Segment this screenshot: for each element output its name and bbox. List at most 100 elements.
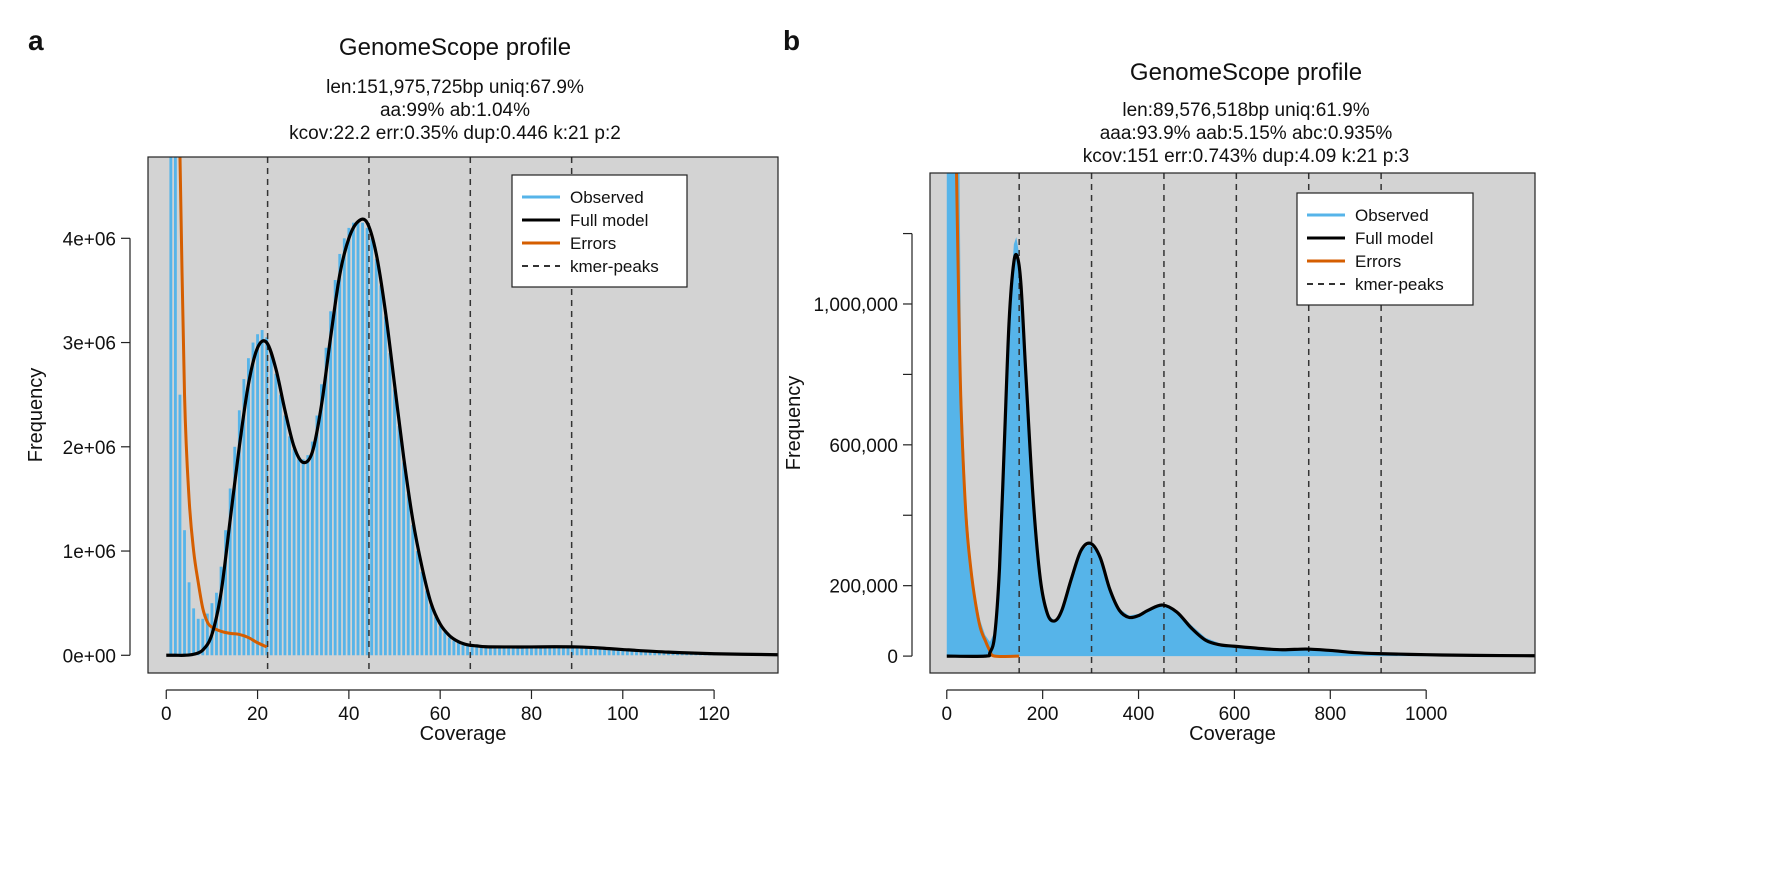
observed-bar: [493, 646, 497, 656]
y-tick-label: 3e+06: [63, 334, 116, 355]
observed-bar: [196, 618, 200, 656]
y-tick-label: 0e+00: [63, 646, 116, 667]
y-axis-label: Frequency: [25, 368, 47, 463]
observed-bar: [566, 646, 570, 656]
legend-entry: kmer-peaks: [570, 257, 659, 276]
observed-bar: [548, 646, 552, 656]
observed-bar: [306, 455, 310, 656]
observed-bar: [393, 389, 396, 656]
observed-bar: [621, 649, 625, 656]
x-tick-label: 0: [941, 704, 952, 725]
chart-panel-b: GenomeScope profile len:89,576,518bp uniq…: [783, 59, 1536, 745]
observed-bar: [320, 384, 323, 656]
plot-border: [147, 156, 779, 674]
x-tick-label: 100: [607, 704, 639, 725]
x-tick-label: 200: [1027, 704, 1059, 725]
legend-entry: Errors: [570, 234, 616, 253]
observed-bar: [301, 459, 305, 656]
observed-bar: [429, 605, 433, 656]
observed-bar: [315, 415, 319, 656]
observed-bar: [644, 651, 648, 656]
observed-bar: [470, 645, 474, 656]
observed-bar: [173, 157, 177, 656]
observed-bar: [452, 640, 456, 656]
observed-bar: [374, 259, 378, 656]
chart-subtitle-line: kcov:22.2 err:0.35% dup:0.446 k:21 p:2: [289, 123, 621, 144]
observed-area: [946, 173, 1535, 657]
observed-bar: [552, 646, 556, 656]
observed-bar: [365, 227, 369, 656]
observed-bar: [228, 488, 232, 656]
observed-bar: [420, 571, 424, 656]
observed-bar: [657, 651, 661, 656]
chart-subtitle-line: kcov:151 err:0.743% dup:4.09 k:21 p:3: [1083, 146, 1409, 167]
observed-bar: [589, 647, 593, 656]
observed-bar: [612, 649, 616, 656]
legend-entry: Errors: [1355, 252, 1401, 271]
observed-bar: [502, 646, 506, 656]
observed-bar: [183, 530, 186, 656]
observed-bar: [425, 590, 428, 656]
observed-bar: [434, 616, 438, 656]
full-model-line: [946, 252, 1535, 658]
x-axis-label: Coverage: [420, 723, 507, 745]
y-tick-label: 200,000: [829, 577, 898, 598]
observed-bar: [333, 280, 337, 656]
chart-subtitle-line: aaa:93.9% aab:5.15% abc:0.935%: [1100, 123, 1393, 144]
x-tick-label: 600: [1219, 704, 1251, 725]
x-tick-label: 800: [1314, 704, 1346, 725]
x-tick-label: 60: [430, 704, 451, 725]
plot-border: [929, 172, 1536, 674]
legend-box: [1296, 192, 1474, 306]
x-axis-label: Coverage: [1189, 723, 1276, 745]
observed-bar: [653, 651, 657, 656]
observed-bar: [543, 646, 547, 656]
observed-bar: [256, 334, 259, 656]
observed-bar: [575, 646, 579, 656]
chart-panel-a: GenomeScope profile len:151,975,725bp uni…: [25, 34, 779, 745]
observed-bar: [438, 626, 442, 656]
observed-bar: [625, 649, 629, 656]
y-tick-label: 600,000: [829, 436, 898, 457]
observed-bar: [498, 646, 501, 656]
chart-subtitle-line: len:89,576,518bp uniq:61.9%: [1122, 100, 1369, 121]
observed-bar: [187, 582, 191, 656]
observed-bar: [598, 647, 602, 656]
observed-bar: [383, 316, 387, 656]
observed-bar: [274, 373, 278, 656]
observed-bar: [402, 462, 406, 656]
observed-bar: [288, 436, 291, 656]
observed-bar: [251, 342, 255, 656]
observed-bar: [192, 608, 196, 656]
observed-bar: [457, 642, 460, 656]
observed-bar: [635, 650, 638, 656]
observed-bar: [219, 566, 223, 656]
y-axis-label: Frequency: [783, 376, 805, 471]
observed-bar: [530, 646, 533, 656]
observed-bar: [297, 457, 301, 656]
observed-bar: [342, 238, 346, 656]
observed-bar: [338, 253, 342, 656]
legend-entry: kmer-peaks: [1355, 275, 1444, 294]
x-tick-label: 0: [161, 704, 172, 725]
observed-bar: [662, 651, 666, 656]
legend: Observed Full model Errors kmer-peaks: [1296, 192, 1474, 306]
observed-bar: [178, 394, 182, 656]
observed-bar: [466, 645, 469, 656]
observed-bar: [361, 222, 364, 656]
y-tick-label: 1,000,000: [813, 295, 898, 316]
observed-bar: [479, 646, 483, 656]
observed-bar: [247, 358, 250, 656]
y-tick-label: 1e+06: [63, 542, 116, 563]
observed-bar: [260, 330, 264, 656]
observed-bar: [201, 618, 205, 656]
observed-bar: [329, 311, 333, 656]
legend: Observed Full model Errors kmer-peaks: [511, 174, 688, 288]
observed-bar: [580, 647, 584, 656]
observed-bar: [269, 352, 273, 656]
observed-bar: [484, 646, 488, 656]
observed-bar: [411, 524, 415, 656]
observed-bar: [593, 647, 597, 656]
x-tick-label: 120: [698, 704, 730, 725]
legend-entry: Full model: [570, 211, 648, 230]
